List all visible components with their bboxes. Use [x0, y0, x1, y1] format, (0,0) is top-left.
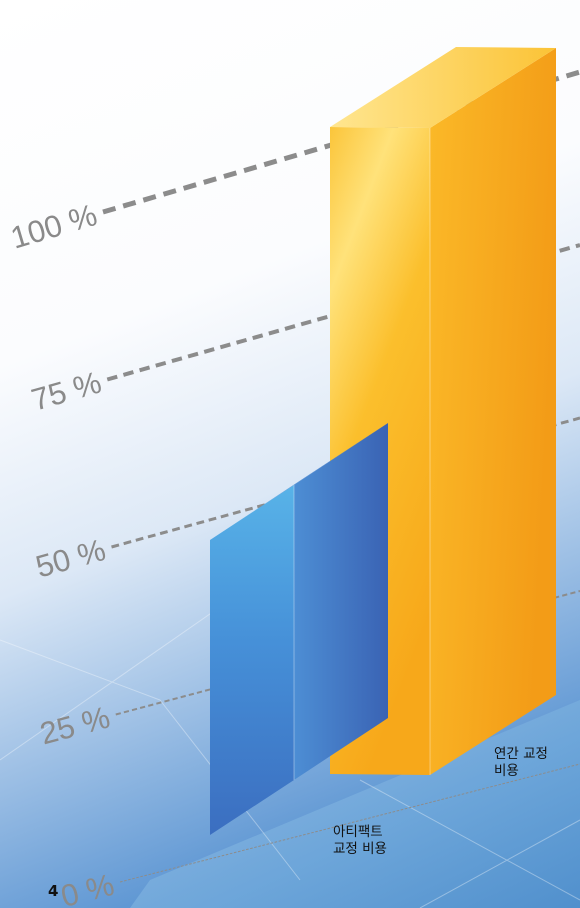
bar-side-face [294, 423, 388, 780]
bar-side-face [430, 48, 556, 775]
bar-front-face [210, 485, 294, 835]
page-number: 4 [48, 882, 58, 900]
category-label: 아티팩트 교정 비용 [333, 824, 387, 857]
